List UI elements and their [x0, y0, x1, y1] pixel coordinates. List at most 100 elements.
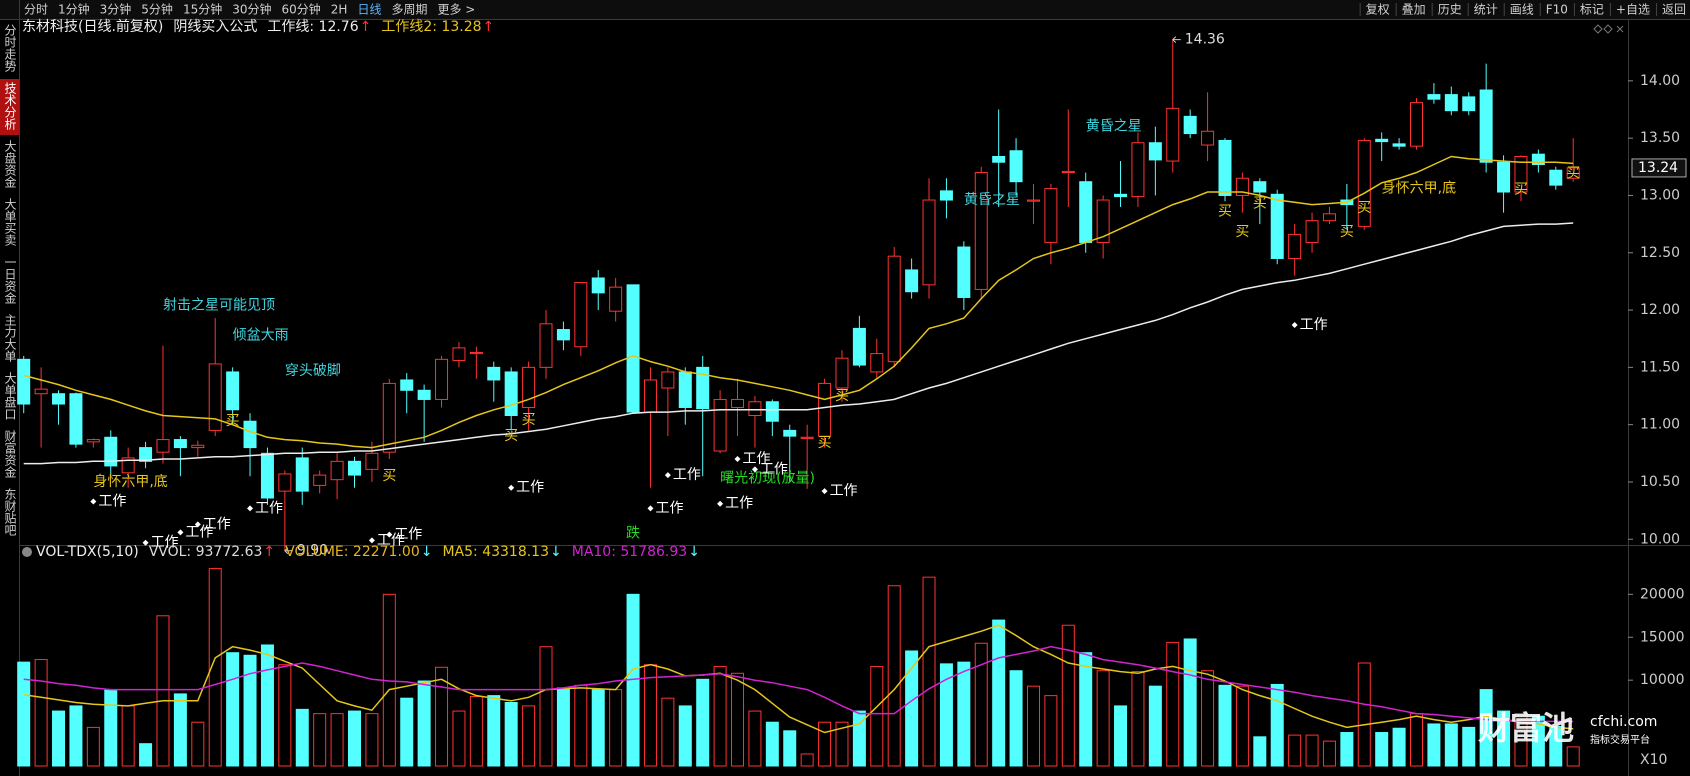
candle-body — [435, 358, 449, 400]
volume-bar — [173, 693, 187, 767]
volume-bar — [1061, 624, 1075, 767]
sidebar-item[interactable]: 大单买卖 — [3, 198, 17, 247]
candle-body — [539, 323, 553, 368]
volume-bar — [34, 659, 48, 767]
sidebar-item[interactable]: 分时走势 — [3, 24, 17, 72]
work-marker — [247, 505, 254, 512]
sidebar-item[interactable]: 东财贴吧 — [3, 488, 17, 536]
toolbar-item[interactable]: 分时 — [24, 3, 48, 17]
volume-bar — [939, 663, 953, 767]
sidebar-item[interactable]: 主力大单 — [3, 314, 17, 363]
annotation: 身怀六甲,底 — [93, 474, 167, 490]
volume-bar — [400, 697, 414, 767]
y-tick-label: 12.00 — [1640, 302, 1680, 318]
candle-body — [556, 329, 570, 341]
candle-body — [765, 401, 779, 422]
toolbar-item[interactable]: 多周期 — [391, 3, 427, 17]
candle-body — [748, 401, 762, 416]
volume-bar — [1340, 732, 1354, 767]
toolbar-item[interactable]: 标记 — [1580, 3, 1604, 17]
annotation: 买 — [1340, 224, 1354, 240]
icon-close[interactable] — [1616, 25, 1624, 33]
toolbar-item[interactable]: 返回 — [1662, 3, 1686, 17]
indicator-name: 阴线买入公式 — [173, 19, 257, 35]
annotation: 工作 — [1300, 317, 1328, 333]
volume-bar — [1166, 641, 1180, 767]
volume-bar — [1096, 670, 1110, 767]
volume-bar — [278, 664, 292, 767]
min-pointer — [284, 547, 293, 555]
volume-bar — [522, 705, 536, 767]
toolbar-item[interactable]: 5分钟 — [141, 2, 173, 17]
candle-body — [992, 155, 1006, 163]
icon-diamond[interactable] — [1593, 24, 1603, 34]
sidebar-item[interactable]: 财富资金 — [3, 430, 17, 478]
candle-body — [1201, 130, 1215, 146]
annotation: 工作 — [725, 496, 753, 512]
toolbar-item[interactable]: F10 — [1546, 3, 1568, 17]
volume-bar — [139, 743, 153, 767]
volume-ma-line — [23, 624, 1574, 734]
volume-bar — [678, 705, 692, 767]
legend-label: 工作线2: 13.28 — [381, 19, 481, 35]
annotation: 工作 — [760, 461, 788, 477]
legend-arrow: ↑ — [263, 544, 275, 560]
toolbar-item[interactable]: 复权 — [1366, 3, 1390, 17]
candle-body — [731, 398, 745, 408]
volume-bar — [1270, 683, 1284, 767]
toolbar-item[interactable]: 60分钟 — [282, 2, 321, 17]
annotation: 穿头破脚 — [285, 363, 341, 379]
work-marker — [734, 456, 741, 463]
y-tick-label: 15000 — [1640, 629, 1685, 645]
candle-body — [1114, 193, 1128, 198]
toolbar-item[interactable]: 1分钟 — [58, 2, 90, 17]
annotation: 买 — [1357, 200, 1371, 216]
icon-diamond[interactable] — [1603, 24, 1613, 34]
toolbar-item[interactable]: +自选 — [1616, 3, 1650, 17]
toolbar-item[interactable]: 15分钟 — [183, 2, 222, 17]
work-marker — [177, 529, 184, 536]
sidebar-item[interactable]: 一日资金 — [3, 256, 17, 304]
legend-arrow: ↑ — [360, 19, 372, 35]
volume-bar — [1305, 734, 1319, 767]
candle-body — [643, 379, 657, 413]
volume-bar — [469, 695, 483, 767]
volume-bar — [1044, 695, 1058, 767]
toolbar-item[interactable]: 叠加 — [1402, 3, 1426, 17]
toolbar-item[interactable]: 更多 > — [437, 3, 475, 17]
candle-body — [887, 255, 901, 363]
annotation: 工作 — [673, 467, 701, 483]
candle-body — [1357, 139, 1371, 227]
volume-bar — [330, 713, 344, 767]
candle-body — [939, 190, 953, 201]
panel-toggle[interactable] — [22, 547, 32, 557]
sidebar-item[interactable]: 大盘资金 — [3, 140, 17, 188]
toolbar-item[interactable]: 30分钟 — [232, 2, 271, 17]
toolbar-item[interactable]: 3分钟 — [100, 2, 132, 17]
watermark-brand: 财富池 — [1478, 709, 1574, 747]
sidebar-item[interactable]: 大单盘口 — [3, 372, 17, 420]
legend-label: 工作线: 12.76 — [267, 19, 358, 35]
toolbar-item[interactable]: 日线 — [357, 3, 381, 17]
toolbar-item[interactable]: 2H — [331, 3, 348, 17]
volume-bar — [1114, 705, 1128, 767]
candle-body — [922, 199, 936, 286]
panel-icons — [1593, 24, 1624, 34]
work-marker — [1291, 321, 1298, 328]
volume-bar — [800, 753, 814, 767]
toolbar-item[interactable]: 统计 — [1474, 3, 1498, 17]
sidebar-item[interactable]: 技术分析 — [3, 82, 17, 131]
volume-bar — [295, 708, 309, 767]
toolbar-item[interactable]: 历史 — [1438, 3, 1462, 17]
candle-body — [1026, 199, 1040, 202]
candle-body — [260, 452, 274, 499]
volume-bar — [69, 705, 83, 767]
candle-body — [382, 382, 396, 453]
annotation: 射击之星可能见顶 — [163, 297, 275, 313]
annotation: 工作 — [203, 516, 231, 532]
toolbar-item[interactable]: 画线 — [1510, 3, 1534, 17]
candle-body — [347, 460, 361, 476]
sidebar-active — [0, 79, 19, 135]
candle-body — [243, 420, 257, 449]
candle-body — [957, 246, 971, 298]
